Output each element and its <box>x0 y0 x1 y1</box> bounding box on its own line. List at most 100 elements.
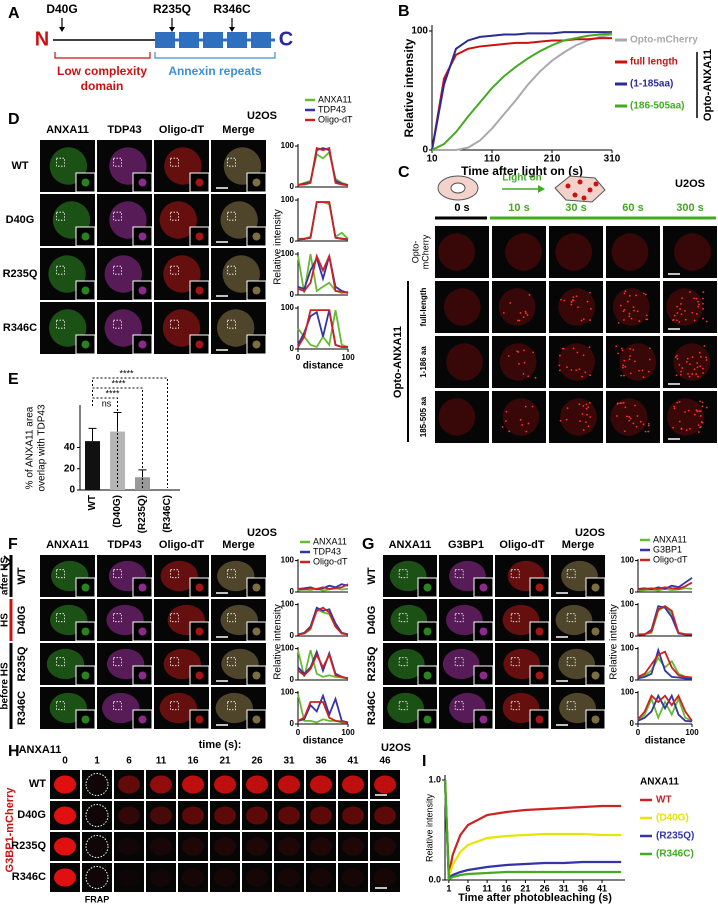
roi <box>227 701 236 711</box>
droplet <box>518 362 520 365</box>
data-line <box>297 150 349 186</box>
inset-blob <box>195 232 204 241</box>
bleach-roi <box>85 804 109 827</box>
micrograph <box>370 801 400 830</box>
inset-blob <box>252 715 261 724</box>
column-header: TDP43 <box>107 124 141 136</box>
droplet <box>695 373 698 375</box>
arrow-head <box>229 27 235 32</box>
droplet <box>342 868 364 887</box>
droplet <box>246 775 268 794</box>
roi <box>398 613 408 623</box>
droplet <box>561 347 564 350</box>
label: N <box>35 28 49 50</box>
droplet <box>688 375 691 378</box>
droplet <box>624 290 627 293</box>
droplet <box>582 405 585 407</box>
droplet <box>246 868 268 887</box>
micrograph <box>338 801 368 830</box>
droplet <box>522 316 525 319</box>
droplet <box>617 321 620 324</box>
droplet <box>675 319 678 322</box>
inset-blob <box>252 232 261 241</box>
droplet <box>214 806 236 825</box>
droplet <box>622 310 625 313</box>
micrograph <box>114 832 144 861</box>
x-tick-label: 41 <box>597 883 607 893</box>
droplet <box>680 428 683 431</box>
inset-blob <box>479 671 488 680</box>
roi <box>170 701 179 711</box>
droplet <box>630 317 633 320</box>
micrograph <box>210 832 240 861</box>
data-line <box>297 649 349 680</box>
roi <box>227 157 236 167</box>
roi <box>566 613 576 623</box>
nucleus-icon <box>450 182 466 194</box>
inset-blob <box>252 178 261 187</box>
data-line <box>431 37 612 151</box>
row-label: D40G <box>366 606 378 635</box>
cell <box>217 560 255 592</box>
droplet <box>619 402 622 405</box>
data-line <box>297 146 349 187</box>
micrograph <box>114 801 144 830</box>
droplet <box>374 806 396 825</box>
droplet <box>182 868 204 887</box>
x-tick-label: 1 <box>446 883 451 893</box>
inset-blob <box>195 178 204 187</box>
label: F <box>8 536 18 553</box>
label: Low complexity <box>57 64 147 78</box>
roi <box>56 569 65 579</box>
droplet <box>678 363 681 366</box>
roi <box>454 613 464 623</box>
droplet <box>570 303 573 306</box>
roi <box>454 569 464 579</box>
roi <box>113 211 122 221</box>
droplet <box>628 295 631 297</box>
micrograph <box>306 832 336 861</box>
x-tick-label: 0 <box>296 353 301 362</box>
inset-blob <box>252 627 261 636</box>
bleach-roi <box>85 866 109 889</box>
droplet <box>118 837 140 856</box>
roi <box>56 211 65 221</box>
roi <box>398 569 408 579</box>
roi <box>170 613 179 623</box>
droplet <box>696 362 699 365</box>
droplet <box>563 299 566 302</box>
roi <box>170 265 179 275</box>
droplet <box>685 361 688 363</box>
droplet <box>342 806 364 825</box>
label: Time after photobleaching (s) <box>458 892 612 904</box>
y-tick-label: 0.0 <box>428 874 441 884</box>
cell <box>498 288 536 326</box>
micrograph <box>178 832 208 861</box>
droplet <box>86 806 108 825</box>
droplet <box>698 303 700 306</box>
label: R235Q <box>11 840 46 852</box>
droplet <box>509 302 512 304</box>
micrograph <box>82 801 112 830</box>
inset-blob <box>138 671 147 680</box>
inset-blob <box>81 583 90 592</box>
label: 1-186 aa <box>419 346 428 378</box>
droplet <box>517 319 519 322</box>
roi <box>113 613 122 623</box>
droplet-icon <box>581 195 587 201</box>
label: 60 s <box>622 202 643 214</box>
droplet <box>674 356 677 358</box>
label: Relative intensity <box>402 38 416 137</box>
column-header: ANXA11 <box>46 539 89 551</box>
micrograph <box>210 863 240 892</box>
droplet <box>86 868 108 887</box>
micrograph <box>306 801 336 830</box>
inset-blob <box>138 340 147 349</box>
roi <box>566 701 576 711</box>
data-line <box>431 31 612 151</box>
droplet <box>278 868 300 887</box>
droplet <box>623 308 626 311</box>
droplet <box>560 298 562 301</box>
label: U2OS <box>575 527 605 539</box>
data-line <box>637 693 693 722</box>
